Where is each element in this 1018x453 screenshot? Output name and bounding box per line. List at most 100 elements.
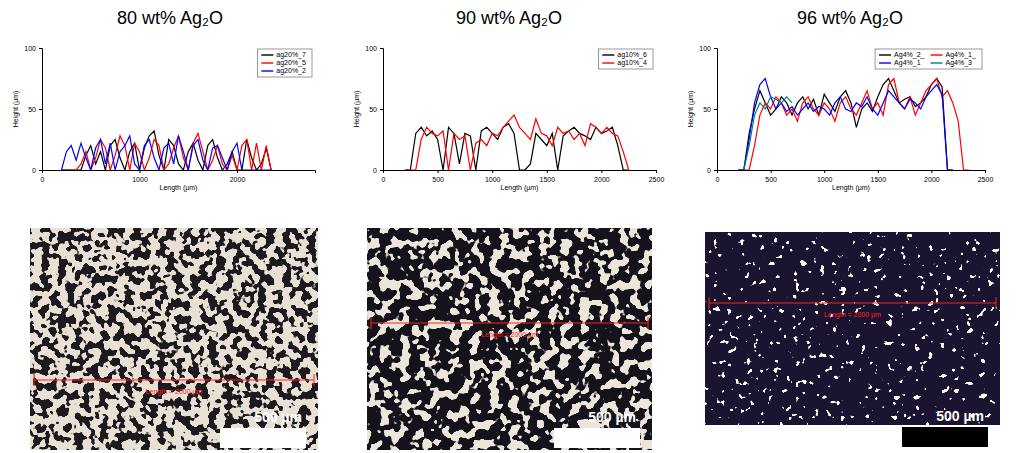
legend-label: Ag4%_3 (946, 59, 973, 67)
x-axis: 05001000150020002500 (716, 170, 994, 183)
legend-label: ag20%_7 (276, 51, 306, 59)
length-arrow (371, 323, 648, 324)
legend-label: Ag4%_1 (894, 59, 921, 67)
tick-mark (714, 170, 717, 171)
micrograph-ground (30, 228, 318, 450)
tick-label: 0 (373, 167, 377, 174)
x-axis-title: Length (µm) (501, 184, 539, 192)
legend-swatch (261, 70, 273, 71)
tick-mark (39, 170, 42, 171)
tick-mark (878, 170, 879, 173)
tick-label: 2000 (924, 176, 940, 183)
tick: 1500 (540, 170, 556, 183)
legend-swatch (602, 62, 614, 63)
micrograph-texture (367, 228, 652, 450)
legend: Ag4%_2_Ag4%_1_Ag4%_1Ag4%_3 (875, 49, 982, 69)
legend-item: Ag4%_2_ (879, 51, 924, 59)
tick-mark (380, 48, 383, 49)
tick-mark (547, 170, 548, 173)
length-arrow-end (648, 317, 649, 329)
length-arrow (34, 380, 314, 381)
panel: 90 wt% Ag₂O05001000150020002500050100Len… (353, 8, 664, 192)
y-axis: 0 50 100 (365, 45, 383, 174)
micrograph-ground (705, 232, 1000, 425)
profile-line (405, 115, 629, 170)
tick-mark (380, 109, 383, 110)
tick: 0 (716, 170, 720, 183)
length-arrow-end (371, 317, 372, 329)
tick: 50 (703, 106, 717, 113)
axis-line (384, 171, 657, 174)
tick-mark (771, 170, 772, 173)
tick: 0 (32, 167, 42, 174)
tick-mark (140, 170, 141, 173)
legend-label: ag20%_5 (276, 59, 306, 67)
tick-label: 100 (365, 45, 377, 52)
tick: 100 (699, 45, 717, 52)
micrograph: Length = 2000 µm 500 µm (367, 228, 652, 450)
tick: 2000 (924, 170, 940, 183)
panel: 80 wt% Ag₂O010002000050100Length (µm)Hei… (12, 8, 316, 192)
length-label: Length = 2000 µm (146, 388, 203, 396)
tick-label: 50 (369, 106, 377, 113)
legend-label: ag10%_4 (617, 59, 647, 67)
tick-label: 2500 (978, 176, 994, 183)
profile-line (62, 131, 272, 170)
figure: 80 wt% Ag₂O010002000050100Length (µm)Hei… (0, 0, 1018, 453)
tick-mark (237, 170, 238, 173)
profile-line (738, 79, 952, 171)
legend: ag10%_6ag10%_4 (598, 49, 653, 69)
legend: ag20%_7ag20%_5ag20%_2 (257, 49, 312, 77)
tick-label: 0 (32, 167, 36, 174)
y-axis: 050100 (24, 45, 42, 174)
tick: 0 (373, 167, 383, 174)
tick: 1000 (132, 170, 148, 183)
tick: 0 (41, 170, 45, 183)
legend-box (598, 49, 653, 69)
tick: 1000 (485, 170, 501, 183)
profile-line (738, 79, 952, 171)
legend-label: ag20%_2 (276, 67, 306, 75)
y-axis-title: Height (µm) (353, 91, 361, 128)
tick-label: 1000 (817, 176, 833, 183)
panel-title: 96 wt% Ag₂O (797, 8, 903, 28)
tick: 100 (365, 45, 383, 52)
plot-area (738, 79, 968, 171)
tick-label: 1500 (540, 176, 556, 183)
tick-label: 0 (41, 176, 45, 183)
scale-bar (220, 428, 306, 448)
y-axis: 050100 (699, 45, 717, 174)
legend-label: Ag4%_2_ (894, 51, 924, 59)
legend-box (875, 49, 982, 69)
tick-mark (380, 170, 383, 171)
length-label: Length = 2000 µm (481, 331, 538, 339)
tick-label: 2000 (594, 176, 610, 183)
tick-mark (714, 109, 717, 110)
micrograph: Length = 2000 µm500 µm (30, 228, 318, 450)
tick: 500 (432, 170, 444, 183)
panel: 96 wt% Ag₂O05001000150020002500050100Len… (687, 8, 993, 192)
tick-mark (39, 48, 42, 49)
tick-label: 50 (703, 106, 711, 113)
tick-mark (931, 170, 932, 173)
tick-label: 1500 (871, 176, 887, 183)
tick-label: 0 (382, 176, 386, 183)
profile-line (62, 133, 272, 170)
tick: 1000 (817, 170, 833, 183)
axis-line (380, 49, 384, 171)
x-axis: 05001000150020002500 (382, 170, 665, 183)
panel-title: 90 wt% Ag₂O (456, 8, 562, 28)
legend-item: ag10%_4 (602, 59, 647, 67)
scale-bar-label: 500 µm (588, 409, 636, 425)
micrograph-texture (30, 228, 318, 450)
scale-bar (902, 427, 988, 447)
plot-area (62, 131, 272, 170)
tick-label: 1000 (132, 176, 148, 183)
profile-line (405, 124, 629, 170)
tick-label: 1000 (485, 176, 501, 183)
tick: 100 (24, 45, 42, 52)
legend-item: ag20%_5 (261, 59, 306, 67)
x-axis-title: Length (µm) (160, 184, 198, 192)
profile-line (738, 97, 792, 170)
profile-line (62, 136, 272, 170)
